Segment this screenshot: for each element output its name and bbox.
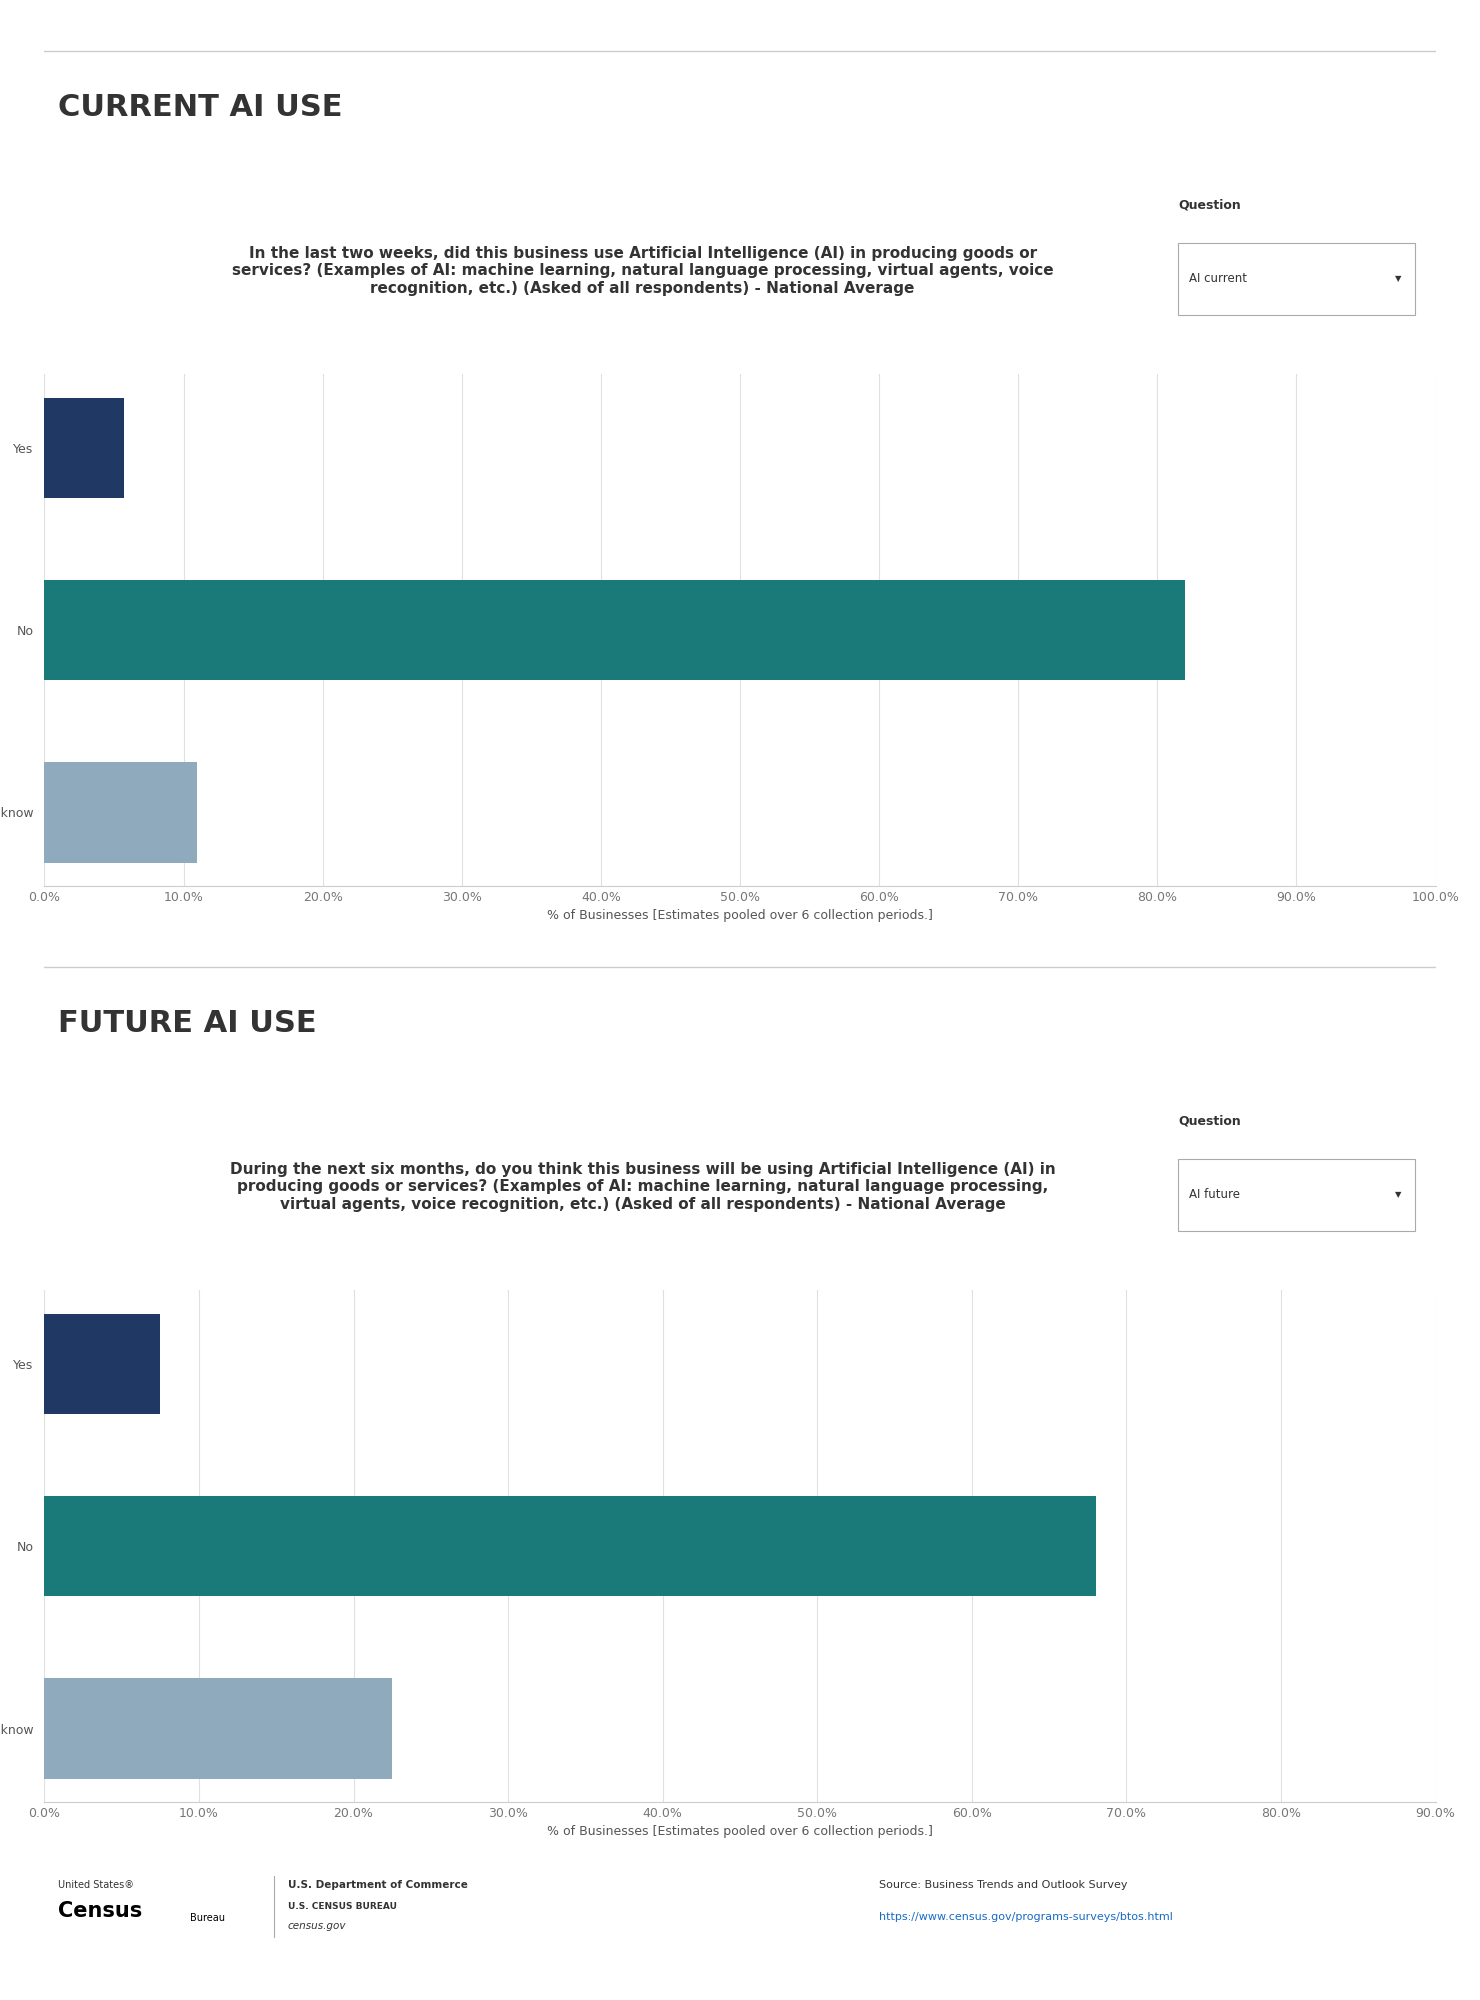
Text: Census: Census (58, 1900, 142, 1920)
Text: During the next six months, do you think this business will be using Artificial : During the next six months, do you think… (229, 1162, 1055, 1212)
Text: In the last two weeks, did this business use Artificial Intelligence (AI) in pro: In the last two weeks, did this business… (232, 246, 1054, 296)
Text: ▼: ▼ (1394, 1190, 1402, 1200)
Text: ▼: ▼ (1394, 274, 1402, 284)
FancyBboxPatch shape (1178, 1160, 1415, 1230)
Text: https://www.census.gov/programs-surveys/btos.html: https://www.census.gov/programs-surveys/… (879, 1912, 1174, 1922)
Text: AI future: AI future (1190, 1188, 1240, 1202)
Bar (44, 580, 1185, 680)
X-axis label: % of Businesses [Estimates pooled over 6 collection periods.]: % of Businesses [Estimates pooled over 6… (548, 1826, 932, 1838)
Text: United States®: United States® (58, 1880, 135, 1890)
Bar (44, 1314, 160, 1414)
Text: AI current: AI current (1190, 272, 1248, 286)
Text: Bureau: Bureau (191, 1912, 225, 1922)
Text: U.S. CENSUS BUREAU: U.S. CENSUS BUREAU (287, 1902, 397, 1912)
Bar (44, 1678, 392, 1778)
Bar (44, 398, 124, 498)
Text: Source: Business Trends and Outlook Survey: Source: Business Trends and Outlook Surv… (879, 1880, 1128, 1890)
X-axis label: % of Businesses [Estimates pooled over 6 collection periods.]: % of Businesses [Estimates pooled over 6… (548, 910, 932, 922)
FancyBboxPatch shape (1178, 242, 1415, 314)
Bar (44, 1496, 1095, 1596)
Text: Question: Question (1178, 1114, 1240, 1128)
Bar (44, 762, 197, 862)
Text: U.S. Department of Commerce: U.S. Department of Commerce (287, 1880, 468, 1890)
Text: FUTURE AI USE: FUTURE AI USE (58, 1010, 317, 1038)
Text: census.gov: census.gov (287, 1922, 346, 1932)
Text: Question: Question (1178, 198, 1240, 212)
Text: CURRENT AI USE: CURRENT AI USE (58, 94, 343, 122)
